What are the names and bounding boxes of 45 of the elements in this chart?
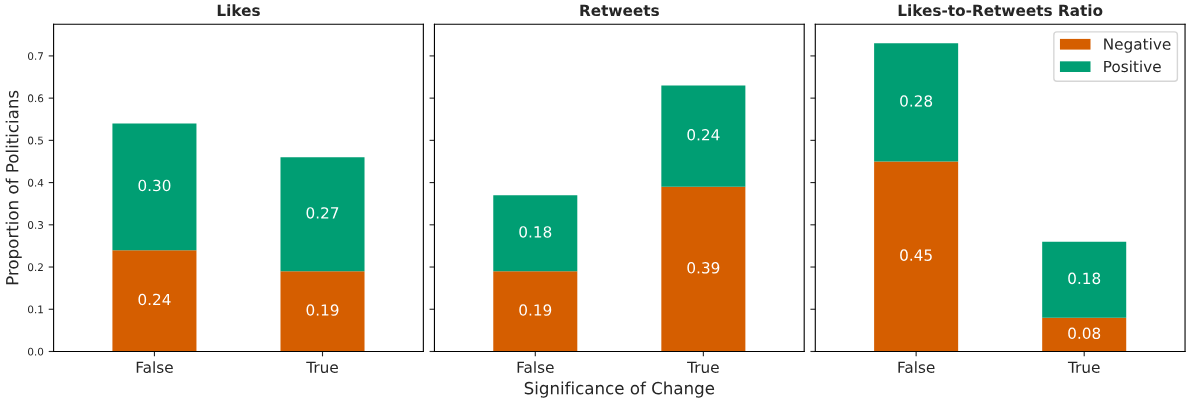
data-label: 0.30 [138, 179, 171, 192]
bar [661, 186, 746, 352]
y-tick-label: 0.2 [27, 263, 43, 272]
x-tick-label: True [306, 361, 338, 374]
bar [112, 250, 197, 352]
bar [112, 123, 197, 251]
bar [661, 85, 746, 187]
x-tick-label: True [1067, 361, 1100, 374]
data-label: 0.28 [900, 95, 933, 107]
y-tick-label: 0.0 [27, 347, 44, 356]
data-label: 0.24 [138, 293, 171, 306]
bar [493, 195, 578, 272]
x-tick-label: False [136, 361, 173, 374]
y-tick-label: 0.1 [27, 305, 43, 314]
data-label: 0.19 [519, 304, 552, 316]
legend-label: Positive [1104, 60, 1161, 73]
data-label: 0.24 [687, 129, 720, 141]
bar [1042, 317, 1127, 352]
data-label: 0.18 [1068, 272, 1101, 285]
data-label: 0.08 [1068, 327, 1101, 340]
bar [280, 271, 365, 352]
bar [280, 157, 365, 272]
x-tick-label: False [517, 361, 554, 374]
y-tick-label: 0.7 [27, 52, 43, 61]
legend-label: Negative [1104, 37, 1171, 53]
chart-title: Retweets [580, 4, 659, 17]
x-tick-label: False [898, 361, 935, 374]
bar [493, 271, 578, 352]
x-axis-title: Significance of Change [524, 381, 715, 398]
y-tick-label: 0.6 [27, 94, 44, 103]
data-label: 0.45 [900, 249, 932, 261]
x-tick-label: True [687, 361, 719, 374]
data-label: 0.18 [519, 226, 552, 238]
bar [874, 161, 959, 352]
chart-title: Likes-to-Retweets Ratio [898, 4, 1103, 17]
chart-title: Likes [217, 4, 260, 17]
y-tick-label: 0.4 [27, 178, 44, 187]
data-label: 0.27 [306, 207, 339, 219]
y-tick-label: 0.3 [27, 221, 44, 229]
y-axis-title: Proportion of Politicians [5, 90, 22, 285]
data-label: 0.39 [687, 262, 720, 274]
y-tick-label: 0.5 [27, 136, 43, 145]
data-label: 0.19 [306, 304, 339, 316]
bar [1042, 241, 1127, 318]
bar [874, 43, 959, 162]
